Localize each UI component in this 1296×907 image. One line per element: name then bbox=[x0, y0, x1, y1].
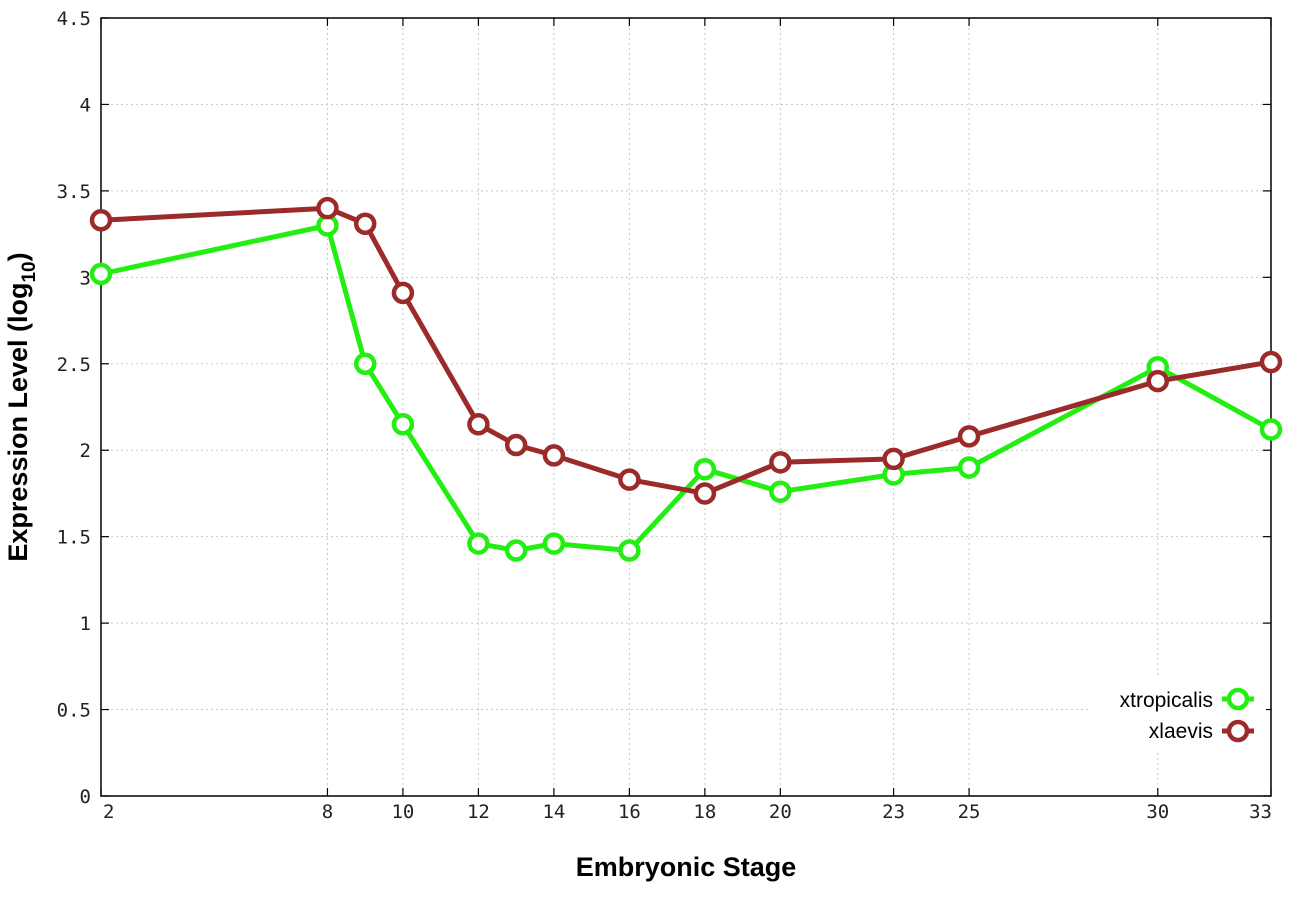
series-line-xlaevis bbox=[100, 205, 1272, 496]
series-xlaevis bbox=[89, 196, 1283, 505]
x-axis-title: Embryonic Stage bbox=[576, 852, 797, 882]
x-tick-label: 14 bbox=[542, 801, 565, 823]
data-point-xlaevis bbox=[957, 425, 981, 448]
data-point-xtropicalis bbox=[467, 532, 490, 555]
x-tick-label: 20 bbox=[769, 801, 792, 823]
series-xtropicalis bbox=[89, 214, 1283, 562]
y-tick-label: 3.5 bbox=[57, 181, 91, 203]
data-point-xtropicalis bbox=[1259, 418, 1283, 441]
data-point-xlaevis bbox=[1259, 350, 1283, 374]
data-point-xtropicalis bbox=[693, 457, 717, 481]
y-tick-label: 1 bbox=[80, 613, 91, 635]
data-point-xlaevis bbox=[467, 413, 490, 436]
data-point-xtropicalis bbox=[89, 262, 113, 286]
plot-frame bbox=[100, 17, 1272, 797]
data-point-xlaevis bbox=[542, 444, 566, 467]
data-point-xlaevis bbox=[504, 433, 528, 457]
axes: 0 0.5 1 1.5 2 2.5 3 3.5 4 4.5 2 8 10 12 14 16 18 20 23 25 30… bbox=[57, 8, 1272, 823]
series-layer bbox=[89, 196, 1283, 562]
x-tick-label: 2 bbox=[103, 801, 114, 823]
data-point-xlaevis bbox=[391, 281, 415, 305]
x-tick-label: 18 bbox=[693, 801, 716, 823]
x-tick-label: 33 bbox=[1249, 801, 1272, 823]
x-tick-label: 8 bbox=[322, 801, 333, 823]
legend-label-xlaevis: xlaevis bbox=[1149, 720, 1213, 743]
x-tick-label: 16 bbox=[618, 801, 641, 823]
data-point-xlaevis bbox=[1146, 369, 1170, 393]
y-axis-title-end: ) bbox=[3, 252, 33, 261]
data-point-xtropicalis bbox=[957, 456, 981, 479]
data-point-xlaevis bbox=[316, 196, 339, 220]
y-tick-label: 2.5 bbox=[57, 354, 91, 376]
x-tick-label: 12 bbox=[467, 801, 490, 823]
y-tick-label: 0.5 bbox=[57, 700, 91, 722]
data-point-xtropicalis bbox=[504, 539, 528, 562]
legend: xtropicalis xlaevis bbox=[1090, 676, 1266, 752]
legend-marker-xtropicalis bbox=[1226, 687, 1250, 711]
data-point-xlaevis bbox=[882, 447, 905, 471]
legend-label-xtropicalis: xtropicalis bbox=[1120, 689, 1213, 712]
y-tick-label: 1.5 bbox=[57, 527, 91, 549]
y-tick-label: 0 bbox=[80, 786, 91, 808]
data-point-xlaevis bbox=[769, 451, 792, 474]
data-point-xtropicalis bbox=[353, 352, 377, 376]
y-axis-title-sub: 10 bbox=[19, 261, 40, 282]
data-point-xlaevis bbox=[89, 209, 113, 232]
data-point-xtropicalis bbox=[542, 532, 566, 555]
y-tick-label: 3 bbox=[80, 267, 91, 289]
data-point-xlaevis bbox=[353, 212, 377, 235]
x-tick-label: 30 bbox=[1146, 801, 1169, 823]
data-point-xtropicalis bbox=[769, 480, 792, 503]
x-tick-label: 10 bbox=[391, 801, 414, 823]
y-axis-title: Expression Level (log10) bbox=[3, 252, 40, 561]
y-tick-label: 2 bbox=[80, 440, 91, 462]
data-point-xtropicalis bbox=[618, 539, 641, 562]
data-point-xtropicalis bbox=[391, 413, 415, 436]
x-tick-label: 25 bbox=[958, 801, 981, 823]
series-line-xtropicalis bbox=[100, 223, 1273, 553]
grid bbox=[101, 18, 1271, 796]
data-point-xlaevis bbox=[693, 482, 717, 505]
data-point-xlaevis bbox=[618, 468, 641, 491]
y-tick-label: 4.5 bbox=[57, 8, 91, 30]
y-axis-title-main: Expression Level (log bbox=[3, 283, 33, 562]
legend-marker-xlaevis bbox=[1226, 719, 1250, 743]
x-tick-label: 23 bbox=[882, 801, 905, 823]
y-tick-label: 4 bbox=[80, 94, 91, 116]
